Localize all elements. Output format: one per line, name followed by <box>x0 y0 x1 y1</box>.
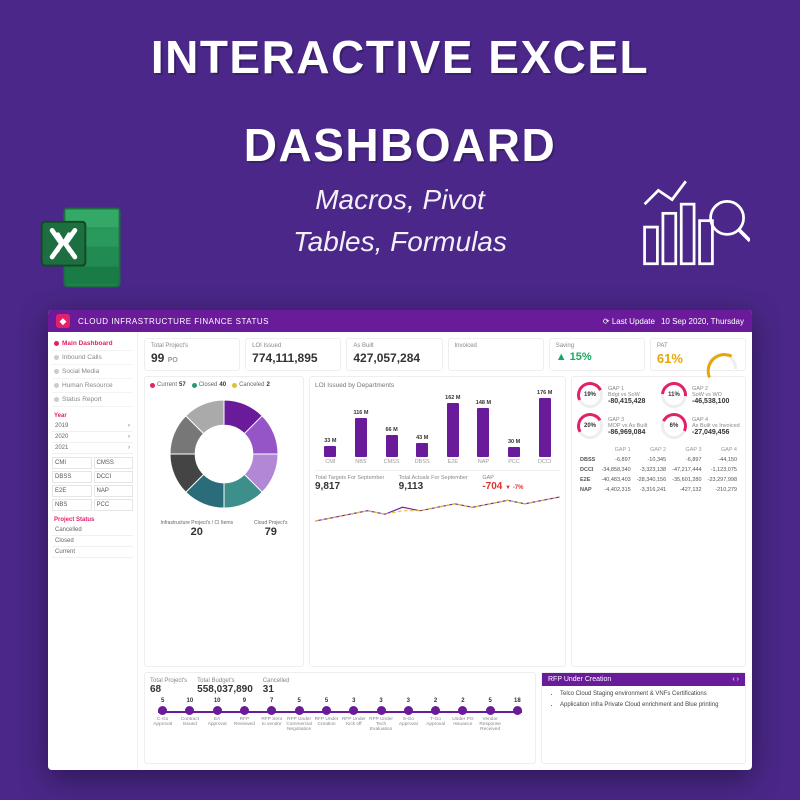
last-update-label: ⟳ Last Update <box>603 317 655 326</box>
sidebar-item-main-dashboard[interactable]: Main Dashboard <box>52 337 133 351</box>
status-current[interactable]: Current <box>52 547 133 558</box>
kpi-as-built: As Built427,057,284 <box>346 338 442 371</box>
analytics-icon <box>640 175 750 270</box>
bar-nbs: 116 MNBS <box>350 410 373 465</box>
rfp-item: Telco Cloud Staging environment & VNFs C… <box>560 691 737 699</box>
top-bar: ◆ CLOUD INFRASTRUCTURE FINANCE STATUS ⟳ … <box>48 310 752 332</box>
kpi-loi-issued: LOI Issued774,111,895 <box>245 338 341 371</box>
pipeline-node-5: 5RFP Under Commercial Negotiation <box>286 698 312 732</box>
year-filter-label: Year <box>52 411 133 421</box>
sidebar-item-social-media[interactable]: Social Media <box>52 365 133 379</box>
pipeline-node-12: 5Vendor Response Received <box>478 698 503 732</box>
status-cancelled[interactable]: Cancelled <box>52 525 133 536</box>
pipeline-node-9: 3S-Go Approval <box>396 698 421 727</box>
bar-chart-title: LOI Issued by Departments <box>315 382 560 389</box>
pipeline-node-11: 2Under PO Issuance <box>450 698 475 727</box>
filter-nbs[interactable]: NBS <box>52 499 92 511</box>
target-value: 9,817 <box>315 481 393 492</box>
headline-2: DASHBOARD <box>0 88 800 176</box>
project-status-label: Project Status <box>52 515 133 525</box>
pipeline-node-0: 5C-Go Approval <box>150 698 175 727</box>
sidebar-item-status-report[interactable]: Status Report <box>52 393 133 407</box>
kpi-pat: PAT61% <box>650 338 746 371</box>
year-2020[interactable]: 2020› <box>52 432 133 443</box>
bar-pcc: 30 MPCC <box>503 439 526 465</box>
filter-cmss[interactable]: CMSS <box>94 457 134 469</box>
actual-value: 9,113 <box>399 481 477 492</box>
sparkline <box>315 495 560 523</box>
bar-e2e: 162 ME2E <box>442 395 465 465</box>
pipeline-node-10: 2T-Go Approval <box>423 698 448 727</box>
gap-card-gap-3: 20%GAP 3MOP vs As Built-86,969,084 <box>577 413 656 439</box>
pipeline-node-13: 18 <box>505 698 530 717</box>
donut-chart <box>164 394 284 514</box>
pipeline-node-1: 10Contract Issued <box>177 698 202 727</box>
bar-dcci: 176 MDCCI <box>533 390 556 465</box>
filter-e2e[interactable]: E2E <box>52 485 92 497</box>
rfp-title: RFP Under Creation <box>548 676 611 683</box>
bottom-kpi-total-budget-s: Total Budget's558,037,890 <box>197 678 253 695</box>
pipeline-node-8: 3RFP Under Tech Evaluation <box>368 698 393 732</box>
sidebar: Main DashboardInbound CallsSocial MediaH… <box>48 332 138 770</box>
dashboard: ◆ CLOUD INFRASTRUCTURE FINANCE STATUS ⟳ … <box>48 310 752 770</box>
pipeline-panel: Total Project's68 Total Budget's558,037,8… <box>144 672 536 764</box>
bar-cmi: 33 MCMI <box>319 438 342 465</box>
gap-card-gap-4: 6%GAP 4As Built vs Invoiced-27,049,456 <box>661 413 740 439</box>
bar-cmss: 66 MCMSS <box>380 427 403 465</box>
sidebar-item-inbound-calls[interactable]: Inbound Calls <box>52 351 133 365</box>
bars-panel: LOI Issued by Departments 33 MCMI 116 MNB… <box>309 376 566 667</box>
svg-text:X: X <box>54 227 73 259</box>
status-closed[interactable]: Closed <box>52 536 133 547</box>
status-tab-closed[interactable]: Closed 40 <box>192 382 226 388</box>
excel-icon: X <box>35 200 130 295</box>
bottom-kpi-cancelled: Cancelled31 <box>263 678 290 695</box>
gap-value: -704 <box>482 481 502 492</box>
kpi-total-project-s: Total Project's99 PO <box>144 338 240 371</box>
filter-dbss[interactable]: DBSS <box>52 471 92 483</box>
pipeline-node-7: 3RFP Under Kick off <box>341 698 366 727</box>
gap-table: GAP 1GAP 2GAP 3GAP 4DBSS-6,897-10,345-6,… <box>577 445 740 495</box>
bar-dbss: 43 MDBSS <box>411 435 434 465</box>
rfp-nav[interactable]: ‹ › <box>732 676 739 683</box>
pipeline-node-3: 9RFP Reviewed <box>232 698 257 727</box>
filter-cmi[interactable]: CMI <box>52 457 92 469</box>
pipeline-node-2: 10EA Approval <box>205 698 230 727</box>
infra-value: 20 <box>160 526 233 538</box>
filter-pcc[interactable]: PCC <box>94 499 134 511</box>
gap-pct: ▼ -7% <box>505 485 523 491</box>
rfp-panel: RFP Under Creation ‹ › Telco Cloud Stagin… <box>541 672 746 764</box>
donut-panel: Current 57Closed 40Canceled 2 Infrastruc… <box>144 376 304 667</box>
kpi-invoiced: Invoiced <box>448 338 544 371</box>
gap-card-gap-2: 11%GAP 2SoW vs WO-46,538,100 <box>661 382 740 408</box>
bar-nap: 148 MNAP <box>472 400 495 465</box>
gap-card-gap-1: 19%GAP 1Bdgt vs SoW-80,415,428 <box>577 382 656 408</box>
kpi-saving: Saving▲ 15% <box>549 338 645 371</box>
filter-dcci[interactable]: DCCI <box>94 471 134 483</box>
status-tab-canceled[interactable]: Canceled 2 <box>232 382 270 388</box>
sidebar-item-human-resource[interactable]: Human Resource <box>52 379 133 393</box>
gap-panel: 19%GAP 1Bdgt vs SoW-80,415,42811%GAP 2So… <box>571 376 746 667</box>
last-update-value: 10 Sep 2020, Thursday <box>661 317 744 326</box>
dashboard-title: CLOUD INFRASTRUCTURE FINANCE STATUS <box>78 317 269 326</box>
rfp-item: Application infra Private Cloud enrichme… <box>560 702 737 710</box>
pipeline-node-4: 7RFP Sent to vendor <box>259 698 284 727</box>
year-2021[interactable]: 2021› <box>52 443 133 454</box>
brand-icon: ◆ <box>56 314 70 328</box>
status-tab-current[interactable]: Current 57 <box>150 382 186 388</box>
year-2019[interactable]: 2019› <box>52 421 133 432</box>
bottom-kpi-total-project-s: Total Project's68 <box>150 678 187 695</box>
headline-1: INTERACTIVE EXCEL <box>0 0 800 88</box>
filter-nap[interactable]: NAP <box>94 485 134 497</box>
pipeline-node-6: 5RFP Under Creation <box>314 698 339 727</box>
cloud-value: 79 <box>254 526 287 538</box>
